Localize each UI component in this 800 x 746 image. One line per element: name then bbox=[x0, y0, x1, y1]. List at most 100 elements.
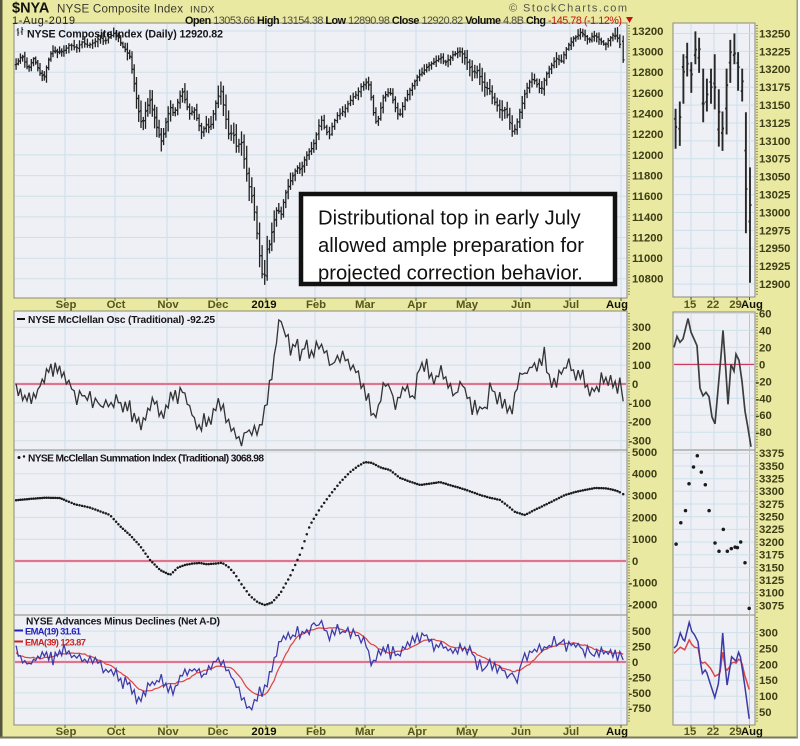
svg-text:Mar: Mar bbox=[355, 299, 376, 311]
svg-text:Nov: Nov bbox=[157, 726, 179, 738]
svg-text:Sep: Sep bbox=[56, 299, 77, 311]
svg-text:3325: 3325 bbox=[759, 474, 784, 486]
svg-text:11600: 11600 bbox=[632, 191, 663, 203]
svg-text:Jul: Jul bbox=[563, 299, 579, 311]
svg-text:22: 22 bbox=[707, 299, 720, 311]
svg-text:12900: 12900 bbox=[759, 279, 790, 291]
svg-text:5000: 5000 bbox=[632, 447, 657, 459]
svg-text:EMA(19) 31.61: EMA(19) 31.61 bbox=[25, 625, 81, 636]
svg-text:3275: 3275 bbox=[759, 499, 784, 511]
svg-text:-500: -500 bbox=[629, 688, 652, 700]
svg-text:0: 0 bbox=[632, 556, 638, 568]
svg-text:11200: 11200 bbox=[632, 232, 663, 244]
svg-text:11000: 11000 bbox=[632, 253, 663, 265]
svg-text:13125: 13125 bbox=[759, 118, 790, 130]
svg-text:Jun: Jun bbox=[511, 726, 531, 738]
svg-text:13075: 13075 bbox=[759, 154, 790, 166]
svg-text:2019: 2019 bbox=[251, 299, 276, 311]
svg-text:Apr: Apr bbox=[407, 299, 427, 311]
svg-text:NYSE McClellan Summation Index: NYSE McClellan Summation Index (Traditio… bbox=[28, 453, 264, 464]
svg-text:29: 29 bbox=[729, 299, 742, 311]
svg-text:May: May bbox=[456, 726, 479, 738]
svg-text:NYSE Composite Index (Daily) 1: NYSE Composite Index (Daily) 12920.82 bbox=[27, 29, 223, 41]
svg-text:150: 150 bbox=[759, 675, 778, 687]
svg-text:-80: -80 bbox=[756, 427, 772, 439]
svg-text:3350: 3350 bbox=[759, 461, 784, 473]
svg-text:© StockCharts.com: © StockCharts.com bbox=[509, 3, 627, 15]
svg-text:Open 13053.66 High 13154.38 Lo: Open 13053.66 High 13154.38 Low 12890.98… bbox=[185, 15, 622, 27]
svg-text:22: 22 bbox=[707, 726, 720, 738]
svg-text:EMA(39) 123.87: EMA(39) 123.87 bbox=[25, 636, 86, 647]
svg-text:3375: 3375 bbox=[759, 448, 784, 460]
svg-text:200: 200 bbox=[759, 659, 778, 671]
svg-text:100: 100 bbox=[632, 360, 651, 372]
svg-text:12200: 12200 bbox=[632, 129, 663, 141]
svg-text:-1000: -1000 bbox=[629, 578, 658, 590]
svg-text:Dec: Dec bbox=[208, 726, 229, 738]
svg-text:-20: -20 bbox=[756, 376, 772, 388]
svg-text:3225: 3225 bbox=[759, 524, 784, 536]
svg-text:13000: 13000 bbox=[759, 207, 790, 219]
svg-text:20: 20 bbox=[759, 342, 772, 354]
svg-text:1-Aug-2019: 1-Aug-2019 bbox=[12, 15, 75, 27]
svg-text:3100: 3100 bbox=[759, 588, 784, 600]
svg-text:3000: 3000 bbox=[632, 491, 657, 503]
svg-text:3250: 3250 bbox=[759, 512, 784, 524]
svg-text:12400: 12400 bbox=[632, 109, 663, 121]
svg-text:13025: 13025 bbox=[759, 190, 790, 202]
svg-text:250: 250 bbox=[632, 642, 651, 654]
svg-text:NYSE McClellan Osc (Traditiona: NYSE McClellan Osc (Traditional) -92.25 bbox=[28, 315, 215, 326]
svg-text:12975: 12975 bbox=[759, 225, 790, 237]
svg-text:15: 15 bbox=[684, 726, 697, 738]
svg-text:12800: 12800 bbox=[632, 67, 663, 79]
svg-text:Aug: Aug bbox=[741, 726, 763, 738]
svg-text:3300: 3300 bbox=[759, 486, 784, 498]
svg-text:-100: -100 bbox=[629, 398, 652, 410]
svg-text:13000: 13000 bbox=[632, 47, 663, 59]
svg-text:Feb: Feb bbox=[306, 299, 326, 311]
svg-text:Aug: Aug bbox=[741, 299, 763, 311]
svg-text:Sep: Sep bbox=[56, 726, 77, 738]
svg-text:13100: 13100 bbox=[759, 136, 790, 148]
svg-text:13250: 13250 bbox=[759, 28, 790, 40]
svg-text:300: 300 bbox=[759, 628, 778, 640]
svg-text:50: 50 bbox=[759, 707, 772, 719]
svg-text:2019: 2019 bbox=[251, 726, 276, 738]
svg-text:$NYA: $NYA bbox=[12, 1, 50, 17]
svg-text:13225: 13225 bbox=[759, 46, 790, 58]
svg-text:200: 200 bbox=[632, 341, 651, 353]
svg-text:300: 300 bbox=[632, 322, 651, 334]
svg-text:Apr: Apr bbox=[407, 726, 427, 738]
svg-text:12000: 12000 bbox=[632, 150, 663, 162]
svg-text:Jul: Jul bbox=[563, 726, 579, 738]
svg-text:0: 0 bbox=[632, 379, 638, 391]
svg-text:500: 500 bbox=[632, 626, 651, 638]
svg-text:250: 250 bbox=[759, 643, 778, 655]
svg-text:12600: 12600 bbox=[632, 88, 663, 100]
svg-text:40: 40 bbox=[759, 325, 772, 337]
svg-text:projected correction behavior.: projected correction behavior. bbox=[318, 263, 583, 285]
svg-text:3150: 3150 bbox=[759, 562, 784, 574]
svg-text:-2000: -2000 bbox=[629, 600, 658, 612]
svg-text:11400: 11400 bbox=[632, 212, 663, 224]
svg-text:allowed ample preparation for: allowed ample preparation for bbox=[318, 235, 584, 257]
svg-text:-300: -300 bbox=[629, 436, 652, 448]
svg-text:-60: -60 bbox=[756, 410, 772, 422]
svg-text:100: 100 bbox=[759, 691, 778, 703]
svg-text:Distributional top in early Ju: Distributional top in early July bbox=[318, 208, 581, 230]
svg-text:13050: 13050 bbox=[759, 172, 790, 184]
svg-text:12925: 12925 bbox=[759, 261, 790, 273]
svg-text:Oct: Oct bbox=[107, 726, 126, 738]
svg-text:13200: 13200 bbox=[759, 64, 790, 76]
svg-text:Aug: Aug bbox=[606, 299, 628, 311]
svg-text:12950: 12950 bbox=[759, 243, 790, 255]
svg-text:3175: 3175 bbox=[759, 550, 784, 562]
svg-text:13200: 13200 bbox=[632, 26, 663, 38]
svg-text:Dec: Dec bbox=[208, 299, 229, 311]
svg-text:Mar: Mar bbox=[355, 726, 376, 738]
svg-text:10800: 10800 bbox=[632, 274, 663, 286]
svg-text:NYSE Advances Minus Declines (: NYSE Advances Minus Declines (Net A-D) bbox=[26, 617, 220, 628]
svg-text:Oct: Oct bbox=[107, 299, 126, 311]
svg-text:3200: 3200 bbox=[759, 537, 784, 549]
svg-text:3075: 3075 bbox=[759, 600, 784, 612]
